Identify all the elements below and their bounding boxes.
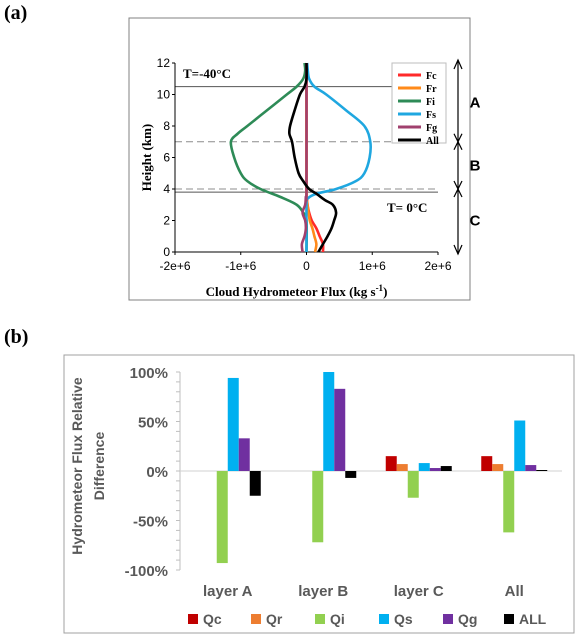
series-line-all — [287, 62, 338, 253]
bar-all-all — [536, 470, 548, 471]
legend-label-fc: Fc — [426, 71, 437, 82]
y-axis-label-b-line1: Hydrometeor Flux Relative — [69, 377, 85, 555]
bar-qi-layer-c — [407, 471, 419, 498]
x-axis-label-a: Cloud Hydrometeor Flux (kg s-1) — [206, 283, 388, 299]
legend-label-qs: Qs — [394, 611, 413, 627]
layer-label-c: C — [470, 213, 481, 230]
y-tick-label-a: 2 — [163, 214, 170, 228]
bar-qg-layer-c — [429, 468, 441, 471]
legend-label-fg: Fg — [426, 123, 437, 134]
x-tick-label-a: 0 — [303, 259, 310, 273]
bar-qg-layer-a — [238, 438, 250, 471]
arrow-head-bottom — [453, 244, 463, 256]
legend-swatch-all — [504, 614, 514, 624]
category-label-b: All — [505, 583, 524, 600]
category-label-b: layer B — [298, 583, 348, 600]
x-tick-label-a: 2e+6 — [424, 259, 451, 273]
bar-qi-layer-a — [216, 471, 228, 564]
legend-label-fs: Fs — [426, 110, 436, 121]
category-label-b: layer C — [394, 583, 444, 600]
annotation-bottom-temp: T= 0°C — [387, 200, 427, 215]
bar-all-layer-a — [249, 471, 261, 496]
legend-label-qi: Qi — [330, 611, 345, 627]
bar-qs-layer-b — [323, 372, 335, 471]
y-tick-label-b: 50% — [138, 415, 168, 432]
legend-label-all: All — [426, 136, 439, 147]
legend-swatch-qs — [379, 614, 389, 624]
legend-label-qg: Qg — [458, 611, 477, 627]
legend-swatch-qc — [188, 614, 198, 624]
legend-label-qr: Qr — [266, 611, 283, 627]
legend-swatch-qr — [251, 614, 261, 624]
y-tick-label-a: 10 — [157, 88, 171, 102]
legend-label-fi: Fi — [426, 97, 435, 108]
bar-qc-all — [481, 456, 493, 471]
legend-label-all: ALL — [519, 611, 547, 627]
x-tick-label-a: 1e+6 — [359, 259, 386, 273]
y-tick-label-a: 8 — [163, 119, 170, 133]
arrow-head-top — [453, 58, 463, 70]
bar-qs-all — [514, 420, 526, 471]
y-tick-label-b: 0% — [146, 464, 168, 481]
legend-label-fr: Fr — [426, 84, 437, 95]
y-tick-label-a: 6 — [163, 151, 170, 165]
x-tick-label-a: -2e+6 — [159, 259, 190, 273]
legend-swatch-qi — [315, 614, 325, 624]
bar-qs-layer-c — [418, 463, 430, 471]
layer-label-b: B — [470, 157, 481, 174]
bar-qr-layer-c — [396, 464, 408, 471]
series-line-fs — [305, 62, 373, 253]
panel-label-a: (a) — [4, 2, 28, 24]
series-line-fg — [300, 62, 308, 253]
annotation-top-temp: T=-40°C — [183, 66, 231, 81]
bar-qc-layer-c — [385, 456, 397, 471]
arrow-head-up-1 — [453, 187, 463, 198]
category-label-b: layer A — [203, 583, 253, 600]
y-axis-label-a: Height (km) — [139, 124, 154, 192]
legend-swatch-qg — [443, 614, 453, 624]
bar-qs-layer-a — [227, 377, 239, 471]
chart-a-flux-profile: 0 2 4 6 8 10 12 -2e+6 -1e+6 0 1e+6 2e+6 Cloud Hydrom… — [128, 17, 481, 301]
series-line-fi — [229, 62, 309, 253]
y-tick-label-a: 0 — [163, 245, 170, 259]
bar-qi-layer-b — [312, 471, 324, 543]
legend-label-qc: Qc — [203, 611, 222, 627]
bar-qg-layer-b — [334, 388, 346, 471]
y-tick-label-a: 4 — [163, 182, 170, 196]
panel-label-b: (b) — [4, 326, 29, 348]
y-tick-label-a: 12 — [157, 56, 171, 70]
x-tick-label-a: -1e+6 — [225, 259, 256, 273]
layer-label-a: A — [470, 94, 481, 111]
bar-all-layer-c — [440, 466, 452, 471]
bar-qi-all — [503, 471, 515, 533]
y-tick-label-b: -50% — [133, 514, 168, 531]
y-tick-label-b: -100% — [125, 563, 168, 580]
bar-qr-all — [492, 464, 504, 471]
bar-qg-all — [525, 465, 537, 471]
arrow-head-up-0 — [453, 140, 463, 151]
y-tick-label-b: 100% — [130, 365, 168, 382]
y-axis-label-b-line2: Difference — [91, 432, 107, 501]
bar-all-layer-b — [345, 471, 357, 478]
